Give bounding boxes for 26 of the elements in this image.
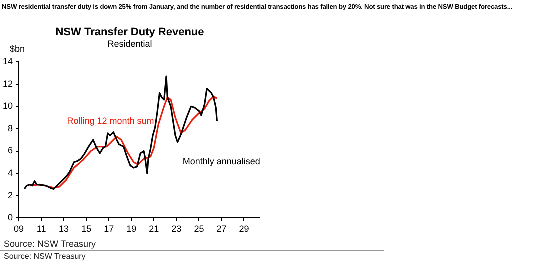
y-tick-label: 6 — [8, 146, 14, 156]
x-tick-label: 19 — [126, 224, 137, 234]
y-tick-label: 8 — [8, 123, 14, 134]
y-tick-label: 10 — [2, 101, 14, 112]
y-tick-label: 4 — [8, 168, 14, 178]
source-note: Source: NSW Treasury — [3, 238, 98, 250]
source-note: Source: NSW Treasury — [0, 250, 384, 263]
y-axis-title: $bn — [10, 44, 26, 54]
y-tick-label: 14 — [2, 56, 14, 66]
series-label: Rolling 12 month sum — [67, 116, 154, 126]
x-tick-label: 23 — [172, 224, 182, 234]
y-tick-label: 12 — [2, 78, 14, 89]
x-tick-label: 15 — [82, 224, 92, 234]
chart-title: NSW Transfer Duty Revenue — [56, 26, 204, 39]
y-tick-label: 2 — [8, 190, 14, 200]
x-tick-label: 29 — [239, 224, 250, 234]
x-tick-label: 17 — [104, 224, 114, 234]
x-tick-label: 27 — [216, 224, 227, 234]
x-tick-label: 11 — [36, 224, 46, 234]
x-tick-label: 09 — [14, 224, 24, 234]
y-tick-label: 0 — [8, 212, 14, 223]
x-tick-label: 13 — [59, 224, 70, 234]
chart-subtitle: Residential — [108, 39, 152, 50]
series-label: Monthly annualised — [182, 156, 260, 166]
x-tick-label: 25 — [194, 224, 204, 234]
x-tick-label: 21 — [149, 224, 160, 234]
